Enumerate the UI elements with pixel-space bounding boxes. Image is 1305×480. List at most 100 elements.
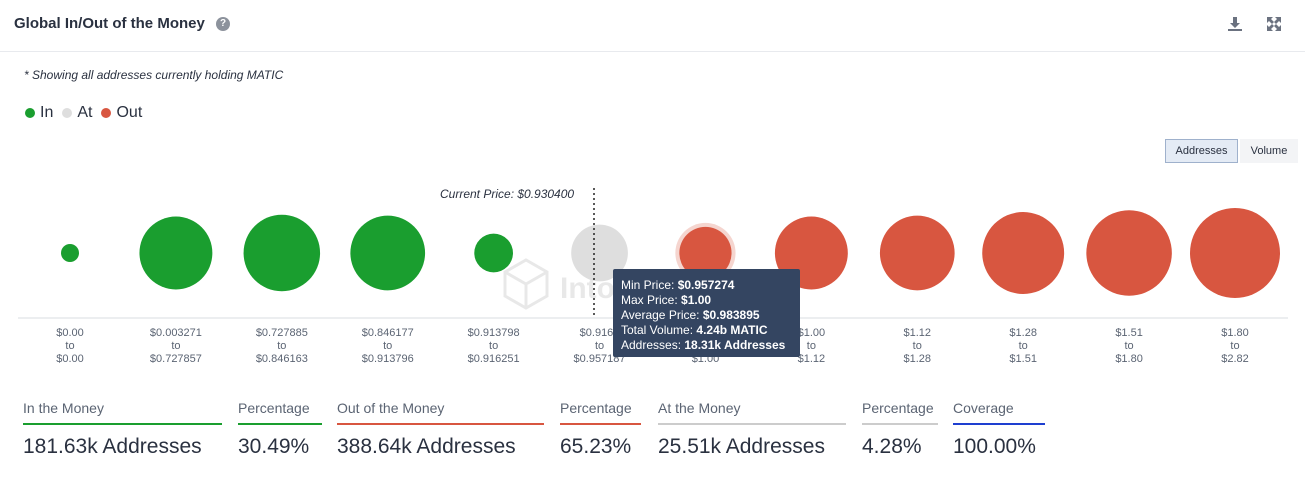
tick-label-5-min: $0.9162 [580, 327, 620, 339]
stat-value: 388.64k Addresses [337, 435, 516, 458]
stat-label: Out of the Money [337, 400, 544, 425]
tooltip-min-row: Min Price: $0.957274 [621, 278, 800, 293]
tooltip-addr-value: 18.31k Addresses [684, 338, 786, 352]
stat-label: Percentage [560, 400, 641, 425]
bubble-in-3[interactable] [350, 215, 426, 291]
stat-label: In the Money [23, 400, 222, 425]
chart-title: Global In/Out of the Money [14, 15, 205, 32]
stat-2: Out of the Money 388.64k Addresses [337, 400, 544, 459]
bubble-in-0[interactable] [61, 244, 79, 262]
tick-label-4-max: $0.916251 [468, 353, 520, 365]
tick-label-2-to: to [277, 340, 286, 352]
bubble-in-2[interactable] [243, 214, 321, 292]
tick-label-7-to: to [807, 340, 816, 352]
tooltip-max-value: $1.00 [681, 293, 712, 307]
tick-label-11-to: to [1230, 340, 1239, 352]
legend-dot-out [101, 108, 112, 118]
tooltip-max-label: Max Price: [621, 293, 678, 307]
legend-item-in[interactable]: In [25, 104, 53, 122]
legend-dot-in [25, 108, 35, 118]
stat-label: Percentage [238, 400, 322, 425]
bubble-out-8[interactable] [879, 215, 955, 291]
bubble-in-4[interactable] [474, 233, 513, 273]
tick-label-11-max: $2.82 [1221, 353, 1249, 365]
stat-value: 25.51k Addresses [658, 435, 825, 458]
stat-value: 181.63k Addresses [23, 435, 202, 458]
stat-5: Percentage 4.28% [862, 400, 938, 459]
tick-label-1-to: to [171, 340, 180, 352]
stat-value: 4.28% [862, 435, 922, 458]
stat-value: 30.49% [238, 435, 310, 458]
legend-item-at[interactable]: At [62, 104, 92, 122]
tooltip-avg-value: $0.983895 [702, 308, 760, 322]
tick-label-5-to: to [595, 340, 604, 352]
bubble-out-9[interactable] [982, 212, 1065, 294]
bubble-out-6[interactable] [679, 226, 732, 280]
legend: In At Out [25, 104, 142, 122]
tick-label-0-to: to [65, 340, 74, 352]
tooltip-min-label: Min Price: [621, 278, 675, 292]
tick-label-10-min: $1.51 [1115, 327, 1143, 339]
tick-label-9-min: $1.28 [1009, 327, 1037, 339]
tooltip-avg-label: Average Price: [621, 308, 700, 322]
tooltip-max-row: Max Price: $1.00 [621, 293, 800, 308]
tick-label-5-max: $0.957187 [574, 353, 626, 365]
stat-6: Coverage 100.00% [953, 400, 1045, 459]
tick-label-8-min: $1.12 [904, 327, 932, 339]
tooltip-vol-value: 4.24b MATIC [696, 323, 768, 337]
tick-label-10-max: $1.80 [1115, 353, 1143, 365]
holding-note: * Showing all addresses currently holdin… [24, 68, 284, 82]
legend-label-at: At [77, 104, 93, 121]
expand-icon[interactable] [1265, 15, 1283, 33]
stat-value: 100.00% [953, 435, 1036, 458]
tick-label-1-min: $0.003271 [150, 327, 202, 339]
tick-label-3-max: $0.913796 [362, 353, 414, 365]
tick-label-10-to: to [1124, 340, 1133, 352]
stat-value: 65.23% [560, 435, 632, 458]
current-price-label: Current Price: $0.930400 [440, 187, 574, 201]
tick-label-8-to: to [913, 340, 922, 352]
question-circle-icon[interactable]: ? [216, 17, 230, 31]
tick-label-3-to: to [383, 340, 392, 352]
legend-label-in: In [40, 104, 54, 121]
chart-header: Global In/Out of the Money ? [0, 0, 1305, 52]
tick-label-2-max: $0.846163 [256, 353, 308, 365]
tick-label-8-max: $1.28 [904, 353, 932, 365]
tick-label-9-to: to [1019, 340, 1028, 352]
tick-label-0-max: $0.00 [56, 353, 84, 365]
download-icon[interactable] [1226, 15, 1244, 33]
tick-label-1-max: $0.727857 [150, 353, 202, 365]
tooltip-addr-row: Addresses: 18.31k Addresses [621, 338, 800, 353]
stat-label: Percentage [862, 400, 938, 425]
tick-label-7-max: $1.12 [798, 353, 826, 365]
tick-label-4-to: to [489, 340, 498, 352]
stat-0: In the Money 181.63k Addresses [23, 400, 222, 459]
tooltip-vol-row: Total Volume: 4.24b MATIC [621, 323, 800, 338]
tooltip-min-value: $0.957274 [677, 278, 735, 292]
tick-label-2-min: $0.727885 [256, 327, 308, 339]
tick-label-11-min: $1.80 [1221, 327, 1249, 339]
bubble-out-10[interactable] [1086, 210, 1172, 296]
tick-label-3-min: $0.846177 [362, 327, 414, 339]
stat-1: Percentage 30.49% [238, 400, 322, 459]
tooltip-avg-row: Average Price: $0.983895 [621, 308, 800, 323]
stat-label: At the Money [658, 400, 846, 425]
volume-toggle[interactable]: Volume [1240, 139, 1298, 163]
legend-label-out: Out [116, 104, 143, 121]
tick-label-9-max: $1.51 [1009, 353, 1037, 365]
legend-item-out[interactable]: Out [101, 104, 142, 122]
stat-3: Percentage 65.23% [560, 400, 641, 459]
summary-stats: In the Money 181.63k Addresses Percentage 3… [0, 400, 1305, 480]
legend-dot-at [62, 108, 73, 118]
tooltip-vol-label: Total Volume: [621, 323, 694, 337]
bubble-in-1[interactable] [139, 216, 213, 290]
stat-4: At the Money 25.51k Addresses [658, 400, 846, 459]
tick-label-0-min: $0.00 [56, 327, 84, 339]
addresses-toggle[interactable]: Addresses [1165, 139, 1238, 163]
tooltip-addr-label: Addresses: [621, 338, 682, 352]
tick-label-7-min: $1.00 [798, 327, 826, 339]
bubble-at-5[interactable] [571, 224, 628, 282]
bubble-out-11[interactable] [1190, 208, 1280, 298]
bubble-tooltip: Min Price: $0.957274 Max Price: $1.00 Av… [613, 269, 800, 357]
tick-label-4-min: $0.913798 [468, 327, 520, 339]
